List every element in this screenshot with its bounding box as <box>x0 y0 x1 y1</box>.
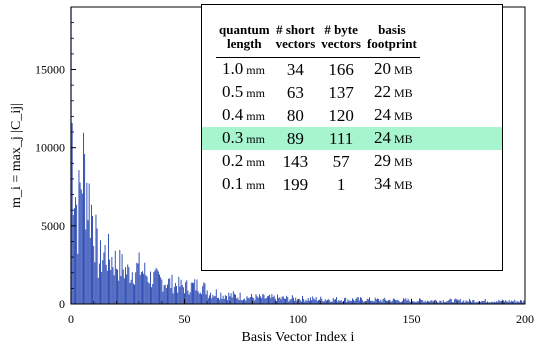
stats-table-box: quantum length # short vectors # byte vecto… <box>201 4 503 271</box>
cell-byte-vectors: 57 <box>332 152 350 171</box>
header-short-vectors: # short vectors <box>275 22 316 51</box>
cell-basis-footprint: 24 MB <box>373 128 413 147</box>
cell-quantum-length: 0.5 mm <box>222 82 265 101</box>
stats-table: quantum length # short vectors # byte vecto… <box>216 23 420 196</box>
x-tick-label: 0 <box>68 312 74 326</box>
header-byte-vectors: # byte vectors <box>321 22 361 51</box>
y-tick-label: 5000 <box>41 219 65 233</box>
x-axis-title: Basis Vector Index i <box>242 330 355 345</box>
cell-short-vectors: 63 <box>286 83 304 102</box>
cell-short-vectors: 143 <box>282 152 309 171</box>
cell-byte-vectors: 166 <box>328 60 354 79</box>
cell-byte-vectors: 1 <box>336 175 346 194</box>
cell-byte-vectors: 111 <box>329 129 354 148</box>
cell-basis-footprint: 20 MB <box>373 59 413 78</box>
cell-short-vectors: 199 <box>282 175 309 194</box>
cell-short-vectors: 80 <box>286 106 304 125</box>
cell-basis-footprint: 22 MB <box>373 82 413 101</box>
cell-short-vectors: 89 <box>286 129 304 148</box>
x-axis-ticks: 0 50 100 150 200 <box>68 299 534 326</box>
y-axis-ticks: 0 5000 10000 15000 <box>35 22 76 311</box>
cell-byte-vectors: 137 <box>328 83 354 102</box>
table-header-row: quantum length # short vectors # byte vecto… <box>216 23 420 58</box>
table-row: 0.3 mm 89 111 24 MB <box>216 127 420 150</box>
cell-basis-footprint: 34 MB <box>373 174 413 193</box>
x-tick-label: 50 <box>179 312 191 326</box>
cell-basis-footprint: 24 MB <box>373 105 413 124</box>
header-basis-footprint: basis footprint <box>366 22 417 51</box>
cell-basis-footprint: 29 MB <box>373 151 413 170</box>
y-axis-title: m_i = max_j |C_ij| <box>9 103 24 208</box>
y-tick-label: 15000 <box>35 63 65 77</box>
y-tick-label: 0 <box>59 297 65 311</box>
x-tick-label: 200 <box>516 312 534 326</box>
cell-quantum-length: 0.4 mm <box>222 105 265 124</box>
x-tick-label: 150 <box>403 312 421 326</box>
cell-quantum-length: 0.2 mm <box>222 151 265 170</box>
table-row: 0.1 mm 199 1 34 MB <box>216 173 420 196</box>
table-row: 0.2 mm 143 57 29 MB <box>216 150 420 173</box>
cell-byte-vectors: 120 <box>328 106 354 125</box>
cell-quantum-length: 0.3 mm <box>222 128 265 147</box>
cell-quantum-length: 0.1 mm <box>222 174 265 193</box>
highlighted-row-band <box>202 127 502 150</box>
cell-short-vectors: 34 <box>286 60 304 79</box>
cell-quantum-length: 1.0 mm <box>222 59 265 78</box>
bar-series <box>70 7 526 304</box>
table-row: 0.4 mm 80 120 24 MB <box>216 104 420 127</box>
x-tick-label: 100 <box>289 312 307 326</box>
table-row: 0.5 mm 63 137 22 MB <box>216 81 420 104</box>
y-tick-label: 10000 <box>35 141 65 155</box>
header-quantum-length: quantum length <box>219 22 270 51</box>
table-row: 1.0 mm 34 166 20 MB <box>216 58 420 82</box>
y-axis-title-text: m_i = max_j |C_ij| <box>9 103 24 208</box>
